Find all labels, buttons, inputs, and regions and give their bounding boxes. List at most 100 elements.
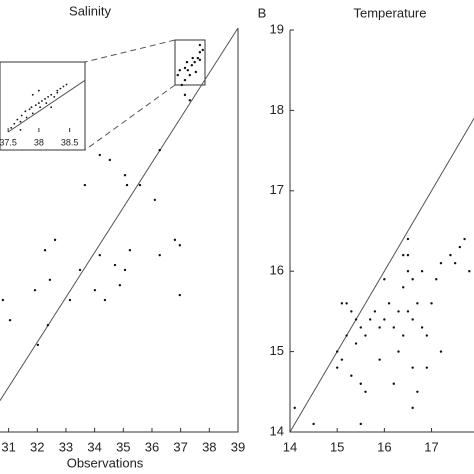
point (402, 286, 405, 289)
point (411, 278, 414, 281)
chart-title: Salinity (69, 3, 111, 18)
point (188, 99, 192, 102)
point (435, 278, 438, 281)
inset-frame (0, 61, 86, 151)
point (30, 106, 33, 109)
point (411, 366, 414, 369)
point (373, 310, 377, 313)
point (190, 64, 194, 67)
point (449, 253, 452, 257)
point (193, 60, 196, 64)
point (416, 302, 419, 305)
point (46, 323, 50, 327)
x-tick-label: 16 (377, 439, 391, 454)
point (125, 183, 129, 187)
point (37, 102, 40, 104)
point (188, 73, 192, 77)
identity-line (7, 79, 86, 133)
point (98, 153, 101, 157)
point (392, 382, 395, 385)
point (312, 422, 315, 426)
point (31, 93, 34, 96)
point (364, 390, 367, 393)
point (65, 83, 68, 86)
point (173, 238, 177, 242)
point (83, 183, 87, 187)
point (350, 310, 353, 313)
point (53, 238, 57, 242)
x-tick-label: 34 (87, 439, 101, 454)
identity-line (0, 27, 239, 401)
point (43, 249, 47, 252)
point (378, 358, 381, 361)
point (39, 106, 42, 109)
point (48, 278, 52, 282)
point (183, 78, 187, 82)
point (123, 174, 127, 177)
panel-label: B (258, 5, 267, 20)
x-tick-label: 32 (30, 439, 44, 454)
point (359, 422, 362, 426)
y-tick-label: 17 (270, 182, 284, 197)
point (411, 406, 414, 410)
point (56, 89, 59, 92)
point (402, 334, 405, 337)
point (416, 390, 419, 393)
point (34, 104, 37, 107)
point (19, 120, 22, 123)
point (345, 334, 348, 337)
point (28, 108, 31, 111)
point (340, 302, 344, 305)
point (19, 129, 22, 131)
point (354, 342, 358, 345)
point (41, 100, 43, 102)
point (439, 350, 443, 353)
point (350, 374, 353, 377)
point (186, 68, 190, 72)
x-tick-label: 39 (231, 439, 245, 454)
point (178, 293, 181, 297)
point (123, 268, 127, 272)
y-tick-label: 19 (270, 21, 284, 36)
point (153, 198, 157, 202)
x-tick-label: 38 (34, 137, 44, 147)
point (453, 261, 457, 265)
point (468, 270, 471, 273)
point (185, 60, 189, 64)
point (198, 43, 202, 47)
y-tick-label: 14 (270, 423, 284, 438)
point (10, 126, 13, 129)
point (13, 122, 16, 125)
point (196, 56, 200, 60)
point (463, 237, 466, 241)
point (397, 310, 400, 313)
point (383, 278, 386, 281)
point (31, 112, 34, 115)
point (183, 93, 187, 97)
point (383, 318, 386, 321)
point (158, 148, 161, 152)
x-tick-label: 37 (173, 439, 187, 454)
x-tick-label: 31 (1, 439, 15, 454)
x-tick-label: 38.5 (61, 137, 79, 147)
x-tick-label: 37.5 (0, 137, 17, 147)
point (420, 270, 424, 273)
chart-title: Temperature (354, 5, 427, 20)
point (387, 302, 391, 305)
point (37, 89, 40, 92)
x-tick-label: 33 (59, 439, 73, 454)
point (402, 253, 405, 257)
y-tick-label: 16 (270, 263, 284, 278)
point (359, 326, 362, 329)
x-tick-label: 36 (145, 439, 159, 454)
point (420, 326, 424, 329)
point (178, 68, 181, 72)
point (354, 318, 358, 321)
point (406, 237, 410, 241)
point (425, 334, 429, 337)
point (178, 244, 181, 247)
point (128, 249, 132, 252)
point (103, 298, 107, 302)
point (62, 85, 65, 88)
